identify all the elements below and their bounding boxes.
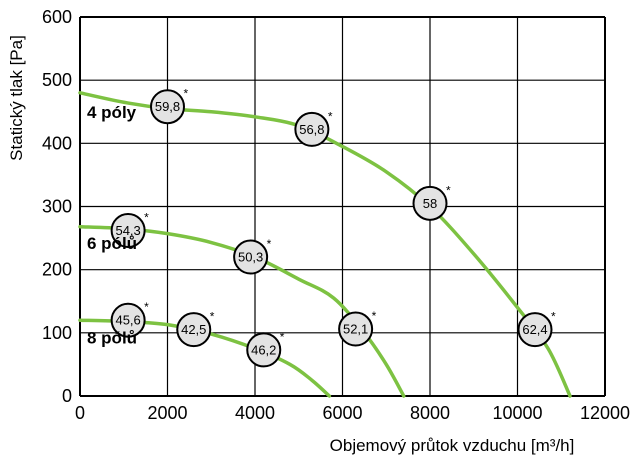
noise-level-marker xyxy=(176,312,212,348)
series-labels: 4 póly 6 pólů 8 pólů xyxy=(87,103,137,348)
marker-label: 56,8 xyxy=(299,122,324,137)
series-line xyxy=(78,224,406,398)
y-tick-label: 400 xyxy=(42,133,72,153)
marker-asterisk: * xyxy=(210,310,215,324)
y-tick-label: 100 xyxy=(42,323,72,343)
y-tick-label: 600 xyxy=(42,7,72,27)
y-tick-label: 0 xyxy=(62,386,72,406)
marker-asterisk: * xyxy=(144,211,149,225)
marker-asterisk: * xyxy=(267,237,272,251)
y-tick-label: 500 xyxy=(42,70,72,90)
x-tick-label: 6000 xyxy=(322,403,362,423)
marker-label: 52,1 xyxy=(343,322,368,337)
x-axis-label: Objemový průtok vzduchu [m³/h] xyxy=(330,436,575,455)
marker-label: 42,5 xyxy=(181,322,206,337)
noise-level-marker xyxy=(517,312,553,348)
marker-asterisk: * xyxy=(372,309,377,323)
marker-asterisk: * xyxy=(328,109,333,123)
noise-level-marker xyxy=(110,213,146,249)
x-tick-label: 2000 xyxy=(147,403,187,423)
series-label: 4 póly xyxy=(87,103,137,122)
marker-asterisk: * xyxy=(144,300,149,314)
y-axis-label: Statický tlak [Pa] xyxy=(7,35,26,161)
x-tick-label: 4000 xyxy=(235,403,275,423)
tick-labels: 0 2000 4000 6000 8000 10000 12000 0 100 200 300 400… xyxy=(42,7,630,423)
series-label: 8 pólů xyxy=(87,328,137,347)
x-tick-label: 10000 xyxy=(492,403,542,423)
marker-label: 62,4 xyxy=(522,322,547,337)
marker-asterisk: * xyxy=(280,330,285,344)
noise-level-marker xyxy=(294,111,330,147)
marker-label: 46,2 xyxy=(251,342,276,357)
noise-level-marker xyxy=(150,89,185,125)
marker-label: 58 xyxy=(423,196,437,211)
y-tick-label: 300 xyxy=(42,197,72,217)
marker-asterisk: * xyxy=(184,87,189,101)
series-label: 6 pólů xyxy=(87,234,137,253)
marker-asterisk: * xyxy=(551,310,556,324)
marker-label: 59,8 xyxy=(155,99,180,114)
y-tick-label: 200 xyxy=(42,260,72,280)
noise-level-marker xyxy=(246,332,282,368)
x-tick-label: 0 xyxy=(75,403,85,423)
x-tick-label: 8000 xyxy=(410,403,450,423)
noise-level-marker xyxy=(110,302,146,338)
marker-label: 45,6 xyxy=(115,313,140,328)
marker-label: 54,3 xyxy=(115,223,140,238)
x-tick-label: 12000 xyxy=(580,403,630,423)
marker-asterisk: * xyxy=(446,183,451,197)
markers: 59,8 * 56,8 * 58 * 62,4 * 54,3 * 50,3 * 52,1 * 45,6 * 42… xyxy=(110,87,556,368)
noise-level-marker xyxy=(233,239,269,275)
noise-level-marker xyxy=(338,311,374,347)
grid xyxy=(79,16,606,397)
noise-level-marker xyxy=(412,185,448,221)
marker-label: 50,3 xyxy=(238,250,263,265)
